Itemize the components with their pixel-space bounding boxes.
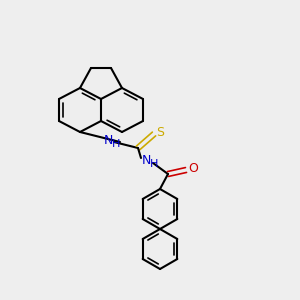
Text: N: N xyxy=(103,134,113,148)
Text: S: S xyxy=(156,125,164,139)
Text: H: H xyxy=(150,159,158,169)
Text: H: H xyxy=(112,139,120,149)
Text: N: N xyxy=(141,154,151,167)
Text: O: O xyxy=(188,163,198,176)
